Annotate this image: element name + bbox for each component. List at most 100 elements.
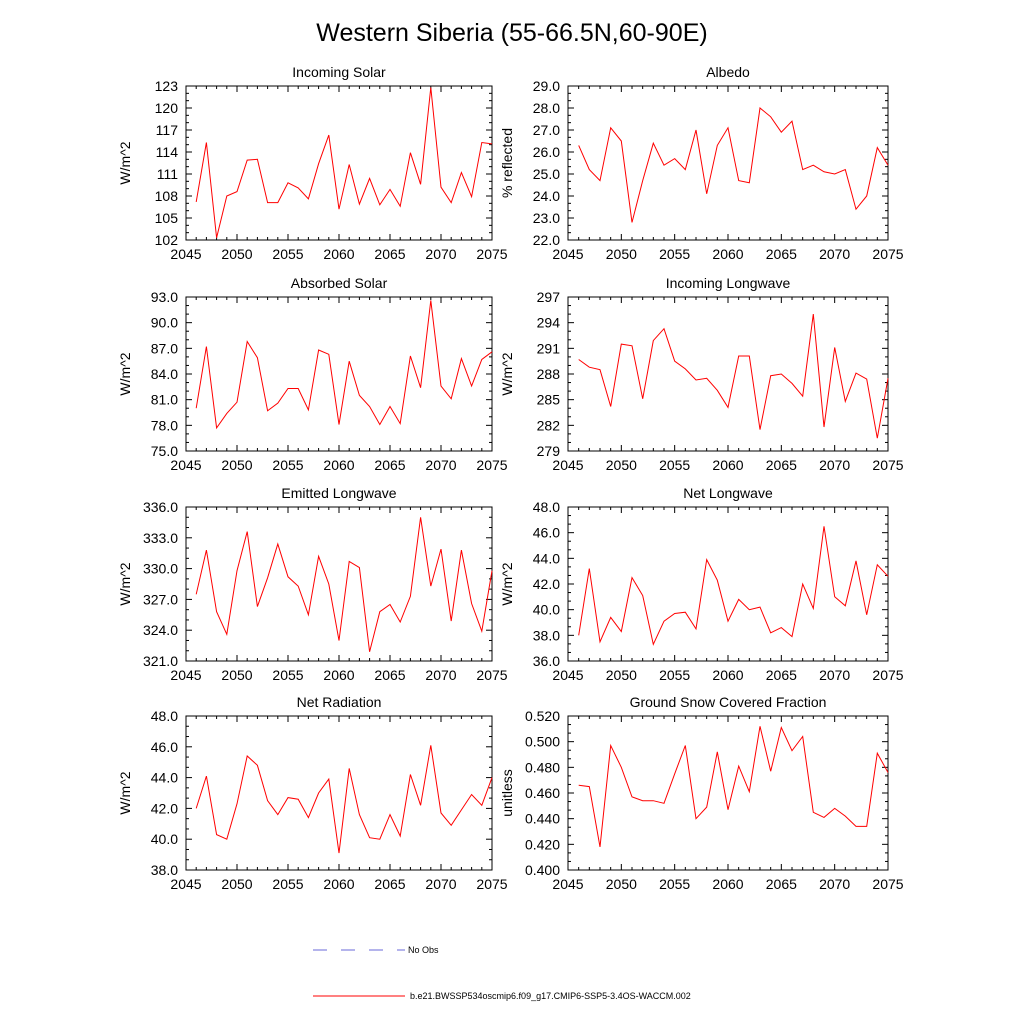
- x-tick-label: 2075: [476, 667, 507, 683]
- x-tick-label: 2050: [221, 667, 252, 683]
- x-tick-label: 2060: [712, 457, 743, 473]
- y-tick-label: 24.0: [533, 188, 560, 204]
- panel-0: Incoming Solar W/m^2 102 105 108 111 114 117 120…: [117, 64, 508, 262]
- y-tick-label: 282: [537, 417, 561, 433]
- panel-6: Net Radiation W/m^2 38.0 40.0 42.0 44.0 46.0 48…: [117, 694, 508, 892]
- y-tick-label: 42.0: [533, 576, 560, 592]
- y-tick-label: 93.0: [151, 289, 178, 305]
- panel-5: Net Longwave W/m^2 36.0 38.0 40.0 42.0 44.0 46.…: [499, 485, 904, 683]
- y-tick-label: 105: [155, 210, 179, 226]
- y-axis-label: W/m^2: [117, 771, 133, 814]
- panels: Incoming Solar W/m^2 102 105 108 111 114 117 120…: [117, 64, 904, 892]
- y-tick-label: 0.460: [525, 785, 560, 801]
- x-tick-label: 2050: [221, 876, 252, 892]
- panel-title: Absorbed Solar: [291, 275, 388, 291]
- series-line: [195, 517, 493, 652]
- plot-frame: [185, 85, 493, 241]
- x-tick-label: 2050: [606, 246, 637, 262]
- x-tick-label: 2075: [476, 876, 507, 892]
- x-tick-label: 2055: [659, 876, 690, 892]
- x-tick-label: 2055: [659, 246, 690, 262]
- panel-1: Albedo % reflected 22.0 23.0 24.0 25.0 26.0 27.…: [499, 64, 904, 262]
- y-axis-label: unitless: [499, 769, 515, 816]
- x-tick-label: 2055: [659, 667, 690, 683]
- y-tick-label: 297: [537, 289, 561, 305]
- y-tick-label: 48.0: [151, 708, 178, 724]
- legend-model-label: b.e21.BWSSP534oscmip6.f09_g17.CMIP6-SSP5…: [410, 991, 691, 1001]
- y-tick-label: 42.0: [151, 800, 178, 816]
- panel-title: Ground Snow Covered Fraction: [630, 694, 827, 710]
- y-axis-label: W/m^2: [117, 141, 133, 184]
- y-tick-label: 330.0: [143, 561, 178, 577]
- x-tick-label: 2070: [819, 457, 850, 473]
- y-tick-label: 333.0: [143, 530, 178, 546]
- y-tick-label: 102: [155, 232, 179, 248]
- series-line: [578, 107, 889, 223]
- x-tick-label: 2045: [552, 457, 583, 473]
- x-tick-label: 2075: [872, 667, 903, 683]
- y-tick-label: 46.0: [151, 739, 178, 755]
- y-tick-label: 123: [155, 78, 179, 94]
- plot-frame: [185, 715, 493, 871]
- series-line: [578, 314, 889, 439]
- x-tick-label: 2045: [170, 246, 201, 262]
- x-tick-label: 2060: [323, 246, 354, 262]
- x-tick-label: 2045: [170, 876, 201, 892]
- x-tick-label: 2055: [272, 667, 303, 683]
- y-tick-label: 117: [156, 122, 179, 138]
- x-tick-label: 2070: [819, 667, 850, 683]
- x-tick-label: 2060: [712, 246, 743, 262]
- y-tick-label: 120: [155, 100, 179, 116]
- x-tick-label: 2045: [170, 667, 201, 683]
- series-line: [195, 87, 493, 238]
- y-tick-label: 26.0: [533, 144, 560, 160]
- y-axis-label: W/m^2: [499, 352, 515, 395]
- y-tick-label: 291: [537, 340, 561, 356]
- figure-title: Western Siberia (55-66.5N,60-90E): [316, 19, 707, 47]
- x-tick-label: 2065: [766, 876, 797, 892]
- x-tick-label: 2055: [659, 457, 690, 473]
- panel-title: Incoming Solar: [292, 64, 386, 80]
- x-tick-label: 2050: [606, 876, 637, 892]
- plot-frame: [185, 296, 493, 452]
- y-tick-label: 40.0: [533, 602, 560, 618]
- y-tick-label: 294: [537, 315, 561, 331]
- x-tick-label: 2065: [374, 457, 405, 473]
- y-tick-label: 40.0: [151, 831, 178, 847]
- series-line: [578, 526, 889, 646]
- x-tick-label: 2065: [374, 876, 405, 892]
- y-tick-label: 108: [155, 188, 179, 204]
- x-tick-label: 2050: [221, 246, 252, 262]
- plot-frame: [567, 715, 889, 871]
- x-tick-label: 2065: [766, 246, 797, 262]
- panel-title: Incoming Longwave: [666, 275, 791, 291]
- x-tick-label: 2065: [374, 667, 405, 683]
- x-tick-label: 2070: [425, 457, 456, 473]
- y-tick-label: 279: [537, 443, 561, 459]
- y-tick-label: 324.0: [143, 622, 178, 638]
- x-tick-label: 2065: [766, 457, 797, 473]
- y-tick-label: 23.0: [533, 210, 560, 226]
- x-tick-label: 2070: [425, 876, 456, 892]
- y-tick-label: 81.0: [151, 392, 178, 408]
- x-tick-label: 2060: [323, 876, 354, 892]
- y-tick-label: 46.0: [533, 525, 560, 541]
- x-tick-label: 2045: [552, 246, 583, 262]
- panel-title: Emitted Longwave: [281, 485, 396, 501]
- x-tick-label: 2070: [819, 876, 850, 892]
- legend: No Obs b.e21.BWSSP534oscmip6.f09_g17.CMI…: [313, 945, 691, 1001]
- series-line: [578, 725, 889, 847]
- series-line: [195, 745, 493, 854]
- series-line: [195, 300, 493, 430]
- panel-title: Net Radiation: [297, 694, 382, 710]
- x-tick-label: 2070: [425, 246, 456, 262]
- y-tick-label: 44.0: [151, 770, 178, 786]
- y-tick-label: 285: [537, 392, 561, 408]
- y-tick-label: 84.0: [151, 366, 178, 382]
- x-tick-label: 2070: [425, 667, 456, 683]
- x-tick-label: 2060: [712, 667, 743, 683]
- x-tick-label: 2075: [872, 876, 903, 892]
- x-tick-label: 2045: [170, 457, 201, 473]
- y-tick-label: 38.0: [151, 862, 178, 878]
- y-tick-label: 36.0: [533, 653, 560, 669]
